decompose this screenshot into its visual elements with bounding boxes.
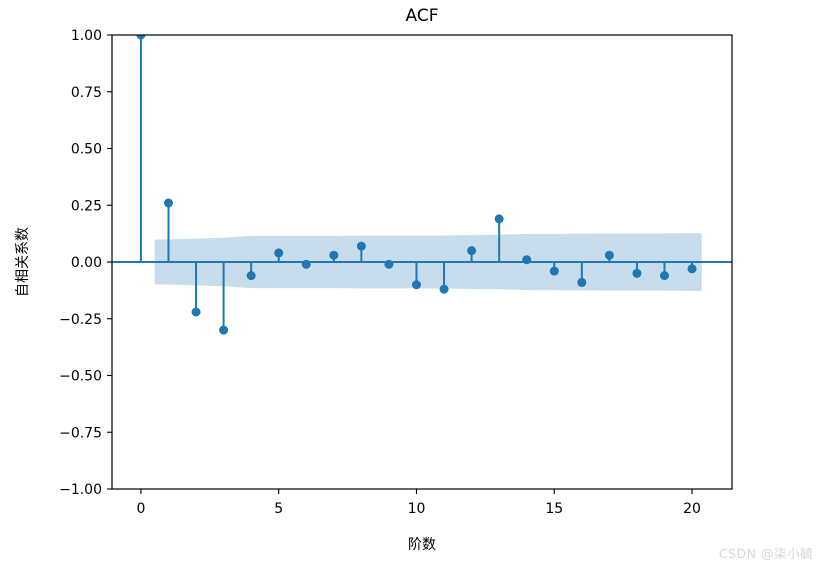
plot-area (112, 35, 732, 335)
marker-lag-19 (659, 271, 669, 281)
y-tick-label: 0.00 (71, 255, 102, 271)
y-tick-label: −0.25 (59, 312, 102, 328)
marker-lag-10 (411, 280, 421, 290)
marker-lag-0 (136, 35, 146, 40)
x-axis-label: 阶数 (408, 537, 436, 553)
marker-lag-9 (384, 259, 394, 269)
x-tick-label: 20 (683, 501, 701, 517)
x-tick-label: 10 (408, 501, 426, 517)
y-tick-label: 0.50 (71, 142, 102, 158)
marker-lag-7 (329, 250, 339, 260)
marker-lag-17 (604, 250, 614, 260)
marker-lag-8 (356, 241, 366, 251)
marker-lag-14 (522, 255, 532, 265)
marker-lag-1 (163, 198, 173, 208)
watermark: CSDN @柒小毓 (718, 546, 813, 561)
y-tick-label: 0.75 (71, 85, 102, 101)
x-tick-label: 5 (274, 501, 283, 517)
y-tick-label: −1.00 (59, 482, 102, 498)
y-axis-label: 自相关系数 (15, 227, 31, 297)
marker-lag-11 (439, 284, 449, 294)
y-tick-label: 1.00 (71, 28, 102, 44)
y-tick-label: −0.75 (59, 425, 102, 441)
marker-lag-6 (301, 259, 311, 269)
marker-lag-5 (274, 248, 284, 258)
y-tick-label: −0.50 (59, 369, 102, 385)
x-tick-label: 15 (545, 501, 563, 517)
y-tick-label: 0.25 (71, 198, 102, 214)
marker-lag-4 (246, 271, 256, 281)
marker-lag-13 (494, 214, 504, 224)
x-tick-label: 0 (136, 501, 145, 517)
marker-lag-18 (632, 268, 642, 278)
marker-lag-15 (549, 266, 559, 276)
marker-lag-12 (467, 246, 477, 256)
marker-lag-20 (687, 264, 697, 274)
marker-lag-16 (577, 277, 587, 287)
marker-lag-2 (191, 307, 201, 317)
marker-lag-3 (219, 325, 229, 335)
chart-title: ACF (405, 6, 439, 26)
